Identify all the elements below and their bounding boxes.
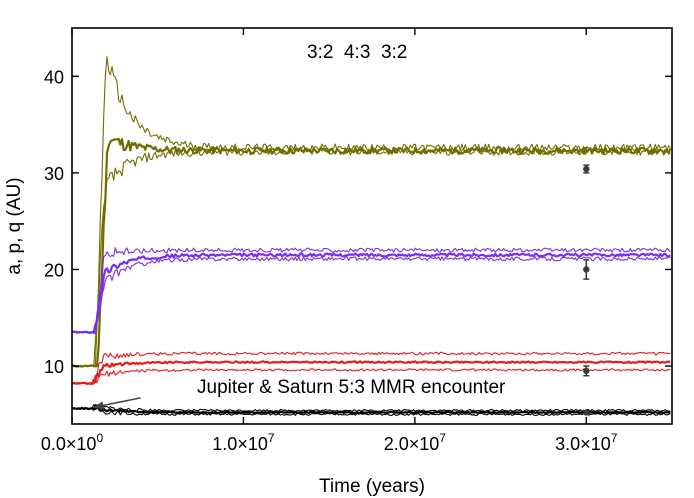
series-line-5 — [72, 247, 671, 334]
series-line-9 — [72, 406, 671, 414]
x-tick-label-1: 1.0×107 — [212, 431, 275, 454]
x-tick-exponent-2: 7 — [439, 431, 446, 445]
observed-point-0 — [583, 165, 590, 173]
y-tick-label-0: 10 — [44, 357, 64, 377]
axis-ticks: 0.0×100 1.0×107 2.0×107 3.0×107 10 20 30 40 — [41, 28, 672, 454]
resonance-label: 3:2 4:3 3:2 — [307, 42, 407, 63]
annotation-arrowhead — [92, 401, 105, 410]
series-line-8 — [72, 351, 671, 385]
series-line-4 — [72, 256, 671, 335]
observed-points — [583, 164, 590, 416]
observed-point-1 — [583, 266, 590, 273]
y-tick-label-1: 20 — [44, 260, 64, 280]
x-tick-label-0: 0.0×100 — [41, 431, 104, 454]
annotation: Jupiter & Saturn 5:3 MMR encounter — [92, 377, 506, 410]
x-tick-label-3: 3.0×107 — [555, 431, 618, 454]
y-axis-label: a, p, q (AU) — [4, 177, 25, 274]
series-line-3 — [72, 252, 671, 334]
annotation-arrow — [103, 397, 141, 407]
observed-point-2 — [583, 367, 590, 375]
series-layer — [72, 56, 672, 416]
y-tick-label-3: 40 — [44, 67, 64, 87]
observed-point-3 — [583, 409, 590, 416]
x-tick-exponent-1: 7 — [268, 431, 275, 445]
y-tick-label-2: 30 — [44, 164, 64, 184]
x-tick-exponent-3: 7 — [611, 431, 618, 445]
x-tick-exponent-0: 0 — [96, 431, 103, 445]
series-line-1 — [72, 147, 671, 368]
series-line-0 — [72, 137, 672, 368]
plot-frame — [71, 27, 673, 425]
series-line-11 — [72, 403, 671, 413]
series-line-2 — [72, 56, 671, 368]
series-line-10 — [72, 404, 671, 416]
x-tick-label-2: 2.0×107 — [384, 431, 447, 454]
x-axis-label: Time (years) — [319, 476, 425, 497]
series-line-6 — [72, 360, 671, 386]
annotation-text: Jupiter & Saturn 5:3 MMR encounter — [197, 377, 506, 398]
series-line-7 — [72, 368, 671, 385]
